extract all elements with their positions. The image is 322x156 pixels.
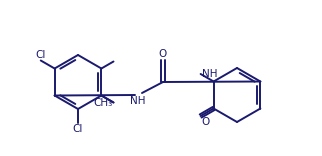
- Text: NH: NH: [202, 69, 217, 79]
- Text: CH₃: CH₃: [93, 98, 112, 107]
- Text: O: O: [202, 117, 210, 127]
- Text: O: O: [159, 49, 167, 59]
- Text: NH: NH: [130, 96, 146, 106]
- Text: Cl: Cl: [35, 49, 46, 59]
- Text: Cl: Cl: [73, 124, 83, 134]
